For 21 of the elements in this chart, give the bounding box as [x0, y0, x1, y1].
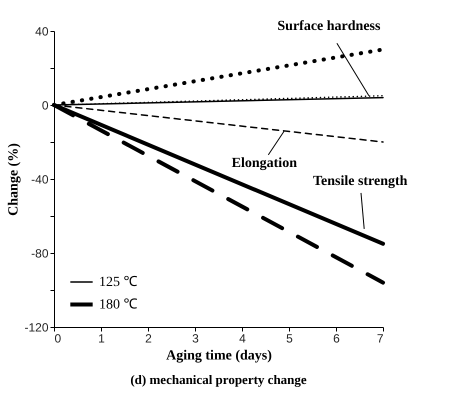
x-tick-label: 1	[98, 332, 106, 346]
x-tick-label: 7	[376, 332, 384, 346]
y-tick-label: -80	[31, 246, 49, 260]
y-axis-title: Change (%)	[6, 142, 22, 216]
legend-label: 125 ℃	[99, 275, 138, 290]
legend-label: 180 ℃	[99, 298, 138, 312]
y-tick-label: -120	[24, 320, 49, 334]
y-tick-label: 0	[42, 98, 49, 112]
y-tick-label: 40	[35, 24, 49, 38]
y-tick-label: -40	[31, 172, 49, 186]
text: (d) mechanical property change	[130, 372, 307, 387]
x-tick-label: 3	[192, 332, 200, 346]
x-tick-label: 6	[333, 332, 340, 346]
x-tick-label: 0	[54, 332, 62, 346]
annotation: Elongation	[232, 156, 298, 171]
x-tick-label: 2	[145, 332, 152, 346]
x-tick-label: 4	[239, 332, 246, 346]
x-tick-label: 5	[286, 332, 294, 346]
annotation: Tensile strength	[312, 174, 408, 189]
annotation: Surface hardness	[277, 18, 381, 34]
x-axis-title: Aging time (days)	[166, 348, 272, 364]
